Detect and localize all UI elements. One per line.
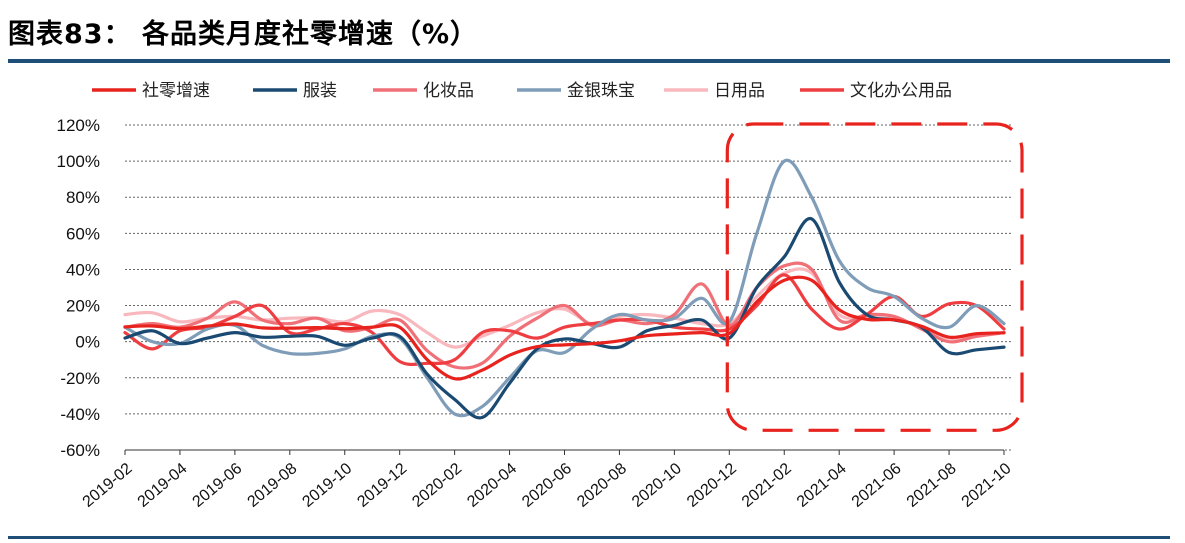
series-line-1 xyxy=(123,275,1006,381)
x-axis: 2019-02 2019-04 2019-06 2019-08 2019-10 2019-… xyxy=(80,449,1015,511)
y-tick-label: -40% xyxy=(60,405,100,424)
x-tick-label: 2019-02 xyxy=(80,460,136,511)
x-tick-label: 2019-10 xyxy=(299,460,355,511)
x-tick-label: 2019-06 xyxy=(190,460,246,511)
y-tick-label: -20% xyxy=(60,369,100,388)
y-tick-label: 120% xyxy=(57,116,100,135)
x-tick-label: 2021-04 xyxy=(794,460,850,511)
series-line-4 xyxy=(123,158,1006,418)
legend-label: 日用品 xyxy=(714,81,765,101)
highlight-box xyxy=(725,122,1024,432)
x-tick-label: 2019-08 xyxy=(244,460,300,511)
y-tick-label: 60% xyxy=(66,224,100,243)
y-tick-label: 100% xyxy=(57,152,100,171)
top-rule xyxy=(8,59,1170,63)
x-tick-label: 2021-08 xyxy=(904,460,960,511)
x-tick-label: 2019-04 xyxy=(135,460,191,511)
legend-label: 化妆品 xyxy=(423,81,474,101)
bottom-rule xyxy=(8,536,1170,539)
y-tick-label: 80% xyxy=(66,188,100,207)
x-tick-label: 2020-08 xyxy=(574,460,630,511)
y-tick-label: -60% xyxy=(60,441,100,460)
x-tick-label: 2020-02 xyxy=(409,460,465,511)
legend-label: 社零增速 xyxy=(142,81,210,101)
legend-label: 服装 xyxy=(303,81,337,101)
y-tick-label: 40% xyxy=(66,260,100,279)
legend: 社零增速 服装 化妆品 金银珠宝 日用品 文化办公用品 xyxy=(92,81,952,101)
x-tick-label: 2021-06 xyxy=(849,460,905,511)
y-axis-ticks: -60% -40% -20% 0% 20% 40% 60% 80% 100% 120% xyxy=(57,116,100,460)
x-tick-label: 2020-10 xyxy=(629,460,685,511)
series-line-6 xyxy=(123,273,1006,367)
legend-label: 金银珠宝 xyxy=(567,81,635,101)
x-tick-label: 2020-06 xyxy=(519,460,575,511)
figure-title: 图表83： 各品类月度社零增速（%） xyxy=(8,19,479,50)
series-lines xyxy=(123,158,1006,420)
x-tick-label: 2019-12 xyxy=(354,460,410,511)
grid-lines xyxy=(125,124,1013,451)
highlight-dashed-box xyxy=(725,122,1024,432)
x-tick-label: 2021-10 xyxy=(959,460,1015,511)
x-tick-label: 2020-12 xyxy=(684,460,740,511)
y-tick-label: 0% xyxy=(75,333,100,352)
legend-label: 文化办公用品 xyxy=(850,81,952,101)
y-tick-label: 20% xyxy=(66,297,100,316)
x-tick-label: 2020-04 xyxy=(464,460,520,511)
x-tick-label: 2021-02 xyxy=(739,460,795,511)
series-line-2 xyxy=(123,217,1006,420)
